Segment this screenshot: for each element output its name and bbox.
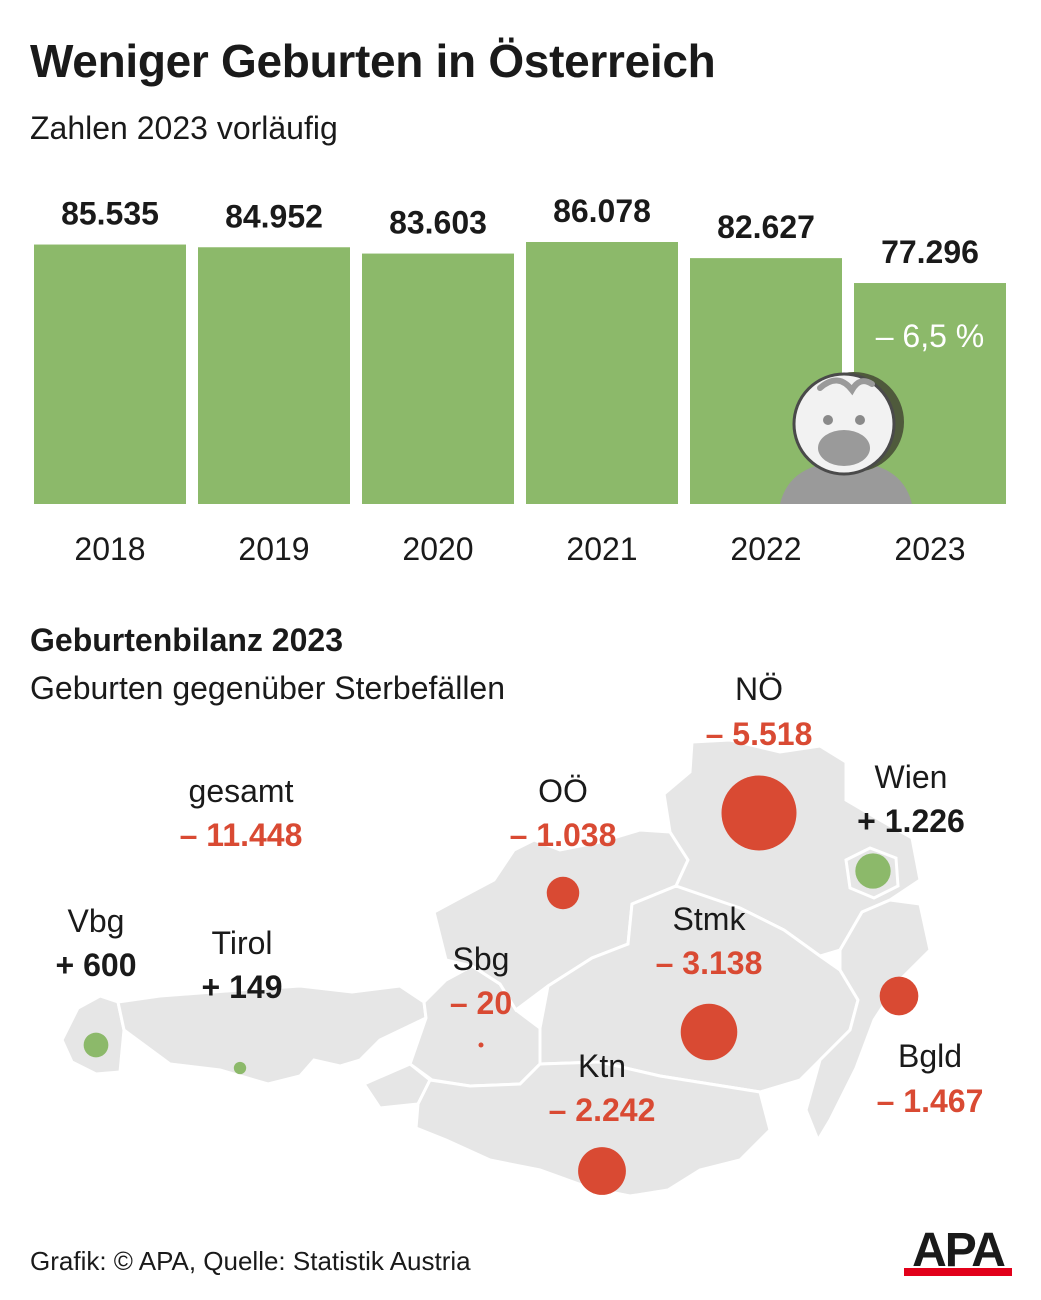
bubble-Tirol bbox=[233, 1061, 247, 1075]
logo-bar bbox=[904, 1268, 1012, 1276]
balance-bubbles bbox=[83, 775, 919, 1195]
region-sbg bbox=[408, 964, 542, 1088]
bar-value-label-2019: 84.952 bbox=[225, 198, 323, 234]
region-value-Stmk: – 3.138 bbox=[656, 945, 763, 981]
apa-logo: APA bbox=[904, 1226, 1012, 1277]
bubble-Stmk bbox=[680, 1003, 738, 1061]
x-tick-label-2022: 2022 bbox=[730, 531, 801, 567]
bar-value-label-2021: 86.078 bbox=[553, 193, 651, 229]
bar-2019 bbox=[198, 247, 350, 504]
x-tick-label-2023: 2023 bbox=[894, 531, 965, 567]
balance-subtitle: Geburten gegenüber Sterbefällen bbox=[30, 670, 506, 706]
bubble-Wien bbox=[855, 853, 891, 889]
region-ooe bbox=[432, 828, 690, 1013]
region-name-Ktn: Ktn bbox=[578, 1048, 626, 1084]
balance-labels: Vbg + 600 Tirol + 149 Sbg – 20 OÖ – 1.038 NÖ – 5.… bbox=[56, 671, 984, 1128]
region-noe bbox=[662, 738, 922, 958]
source-credit: Grafik: © APA, Quelle: Statistik Austria bbox=[30, 1246, 471, 1276]
bar-value-label-2018: 85.535 bbox=[61, 196, 159, 232]
region-name-Tirol: Tirol bbox=[211, 925, 272, 961]
region-value-NÖ: – 5.518 bbox=[706, 716, 813, 752]
region-value-Bgld: – 1.467 bbox=[877, 1083, 984, 1119]
page-title: Weniger Geburten in Österreich bbox=[30, 35, 716, 87]
region-bgld bbox=[804, 898, 932, 1144]
bar-value-label-2022: 82.627 bbox=[717, 209, 815, 245]
total-name: gesamt bbox=[189, 773, 294, 809]
region-vbg bbox=[60, 994, 126, 1076]
bar-2020 bbox=[362, 253, 514, 504]
region-osttirol bbox=[361, 1062, 432, 1110]
bubble-NÖ bbox=[721, 775, 797, 851]
region-name-Sbg: Sbg bbox=[453, 941, 510, 977]
region-value-Wien: + 1.226 bbox=[857, 803, 965, 839]
region-stmk bbox=[538, 884, 860, 1094]
region-ktn bbox=[414, 1060, 772, 1198]
bubble-Sbg bbox=[478, 1042, 484, 1048]
x-tick-label-2021: 2021 bbox=[566, 531, 637, 567]
region-name-NÖ: NÖ bbox=[735, 671, 783, 707]
region-tirol bbox=[116, 984, 428, 1086]
region-value-Vbg: + 600 bbox=[56, 947, 137, 983]
x-tick-label-2019: 2019 bbox=[238, 531, 309, 567]
total-value: – 11.448 bbox=[180, 817, 303, 853]
baby-face-icon bbox=[780, 372, 912, 504]
bubble-Vbg bbox=[83, 1032, 109, 1058]
bar-2021 bbox=[526, 242, 678, 504]
region-name-Bgld: Bgld bbox=[898, 1038, 962, 1074]
region-name-OÖ: OÖ bbox=[538, 773, 588, 809]
x-tick-label-2018: 2018 bbox=[74, 531, 145, 567]
change-annotation: – 6,5 % bbox=[876, 318, 985, 354]
bubble-Bgld bbox=[879, 976, 919, 1016]
region-wien bbox=[844, 846, 900, 900]
x-tick-label-2020: 2020 bbox=[402, 531, 473, 567]
bubble-OÖ bbox=[546, 876, 580, 910]
bar-2018 bbox=[34, 244, 186, 504]
region-value-Ktn: – 2.242 bbox=[549, 1092, 656, 1128]
region-value-Sbg: – 20 bbox=[450, 985, 512, 1021]
bar-value-label-2020: 83.603 bbox=[389, 205, 487, 241]
region-value-OÖ: – 1.038 bbox=[510, 817, 617, 853]
region-value-Tirol: + 149 bbox=[202, 969, 283, 1005]
region-name-Wien: Wien bbox=[875, 759, 948, 795]
balance-title: Geburtenbilanz 2023 bbox=[30, 622, 343, 658]
bar-chart: 85.535 2018 84.952 2019 83.603 2020 86.078 2021… bbox=[34, 193, 1006, 567]
region-name-Stmk: Stmk bbox=[673, 901, 747, 937]
bar-value-label-2023: 77.296 bbox=[881, 234, 979, 270]
austria-map bbox=[60, 738, 932, 1198]
region-name-Vbg: Vbg bbox=[68, 903, 125, 939]
page-subtitle: Zahlen 2023 vorläufig bbox=[30, 110, 338, 146]
bubble-Ktn bbox=[578, 1147, 626, 1195]
